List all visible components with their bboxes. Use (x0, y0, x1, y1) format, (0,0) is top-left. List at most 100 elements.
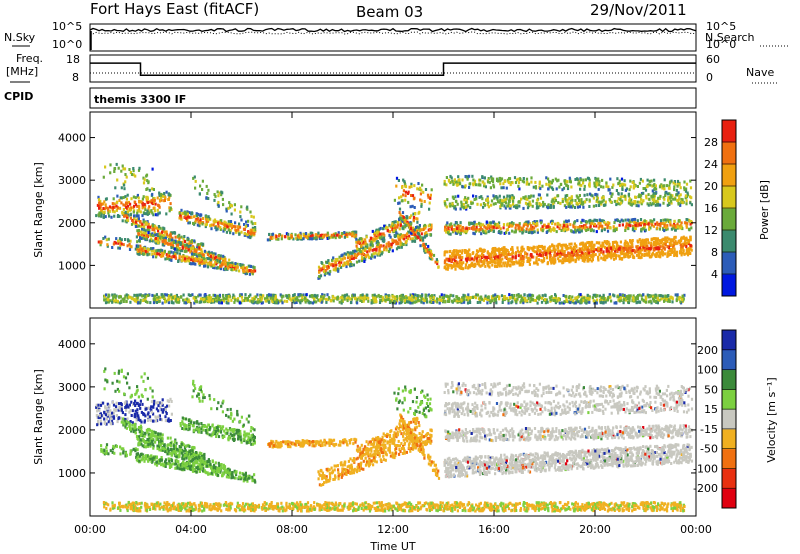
echo-cell (142, 176, 145, 180)
echo-cell (394, 220, 397, 224)
freq-label: Freq. (16, 52, 43, 65)
echo-cell (663, 197, 666, 201)
echo-cell (347, 253, 350, 257)
echo-cell (602, 185, 605, 189)
echo-cell (318, 270, 321, 274)
echo-cell (527, 196, 530, 200)
echo-cell (250, 234, 253, 238)
echo-cell (498, 264, 501, 268)
echo-cell (412, 212, 415, 216)
echo-cell (142, 252, 146, 256)
echo-cell (126, 244, 129, 248)
echo-cell (350, 251, 353, 255)
echo-cell (669, 223, 672, 227)
echo-cell (216, 255, 219, 259)
echo-cell (147, 222, 150, 226)
echo-cell (344, 261, 348, 265)
echo-cell (521, 245, 524, 249)
echo-cell (129, 171, 132, 174)
echo-cell (514, 256, 517, 260)
echo-cell (496, 222, 499, 226)
echo-cell (558, 185, 561, 189)
echo-cell (456, 251, 459, 255)
echo-cell (576, 256, 579, 259)
echo-cell (187, 248, 190, 252)
echo-cell (680, 247, 683, 251)
echo-cell (395, 184, 398, 188)
echo-cell (480, 232, 483, 236)
echo-cell (130, 173, 134, 176)
echo-cell (669, 199, 673, 203)
echo-cell (133, 200, 136, 204)
echo-cell (338, 235, 341, 239)
echo-cell (662, 201, 665, 205)
echo-cell (403, 219, 406, 223)
echo-cell (232, 232, 235, 236)
echo-cell (623, 179, 626, 183)
echo-cell (639, 177, 642, 181)
echo-cell (403, 180, 406, 184)
echo-cell (380, 233, 383, 237)
echo-cell (234, 230, 237, 234)
echo-cell (650, 223, 654, 227)
echo-cell (634, 223, 637, 227)
echo-cell (667, 186, 671, 190)
echo-cell (364, 244, 368, 248)
echo-cell (679, 226, 682, 230)
echo-cell (104, 235, 107, 239)
echo-cell (419, 238, 422, 242)
echo-cell (589, 218, 592, 222)
echo-cell (588, 181, 591, 185)
echo-cell (230, 263, 233, 267)
echo-cell (621, 249, 624, 253)
echo-cell (543, 223, 546, 227)
echo-cell (636, 239, 639, 243)
echo-cell (476, 262, 479, 266)
echo-cell (142, 220, 145, 224)
echo-cell (587, 177, 590, 181)
echo-cell (144, 229, 147, 233)
echo-cell (551, 186, 554, 190)
echo-cell (172, 241, 175, 244)
echo-cell (337, 233, 340, 237)
echo-cell (225, 224, 228, 228)
echo-cell (171, 236, 174, 240)
echo-cell (422, 228, 425, 232)
echo-cell (317, 231, 320, 235)
echo-cell (107, 237, 110, 241)
echo-cell (423, 224, 426, 228)
echo-cell (642, 199, 645, 203)
echo-cell (547, 177, 550, 181)
echo-cell (535, 256, 538, 260)
echo-cell (195, 296, 198, 300)
echo-cell (375, 248, 378, 252)
echo-cell (127, 239, 130, 243)
echo-cell (558, 259, 561, 263)
echo-cell (204, 217, 207, 221)
echo-cell (416, 220, 419, 224)
echo-cell (134, 174, 137, 178)
echo-cell (402, 215, 405, 219)
echo-cell (349, 264, 352, 268)
echo-cell (564, 254, 567, 258)
echo-cell (192, 258, 195, 262)
echo-cell (366, 253, 370, 257)
echo-cell (166, 257, 169, 261)
echo-cell (319, 233, 322, 237)
echo-cell (411, 194, 415, 198)
echo-cell (663, 187, 666, 191)
echo-cell (204, 225, 207, 229)
echo-cell (557, 194, 560, 198)
echo-cell (192, 176, 195, 180)
echo-cell (325, 235, 329, 239)
echo-cell (494, 202, 497, 206)
echo-cell (670, 251, 673, 254)
echo-cell (161, 233, 164, 237)
echo-cell (250, 220, 253, 224)
echo-cell (157, 239, 160, 243)
echo-cell (145, 212, 148, 216)
echo-cell (178, 257, 181, 261)
echo-cell (403, 237, 406, 241)
echo-cell (638, 200, 641, 204)
echo-cell (427, 244, 430, 248)
